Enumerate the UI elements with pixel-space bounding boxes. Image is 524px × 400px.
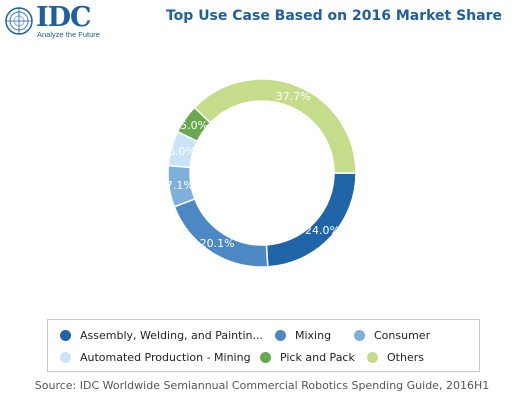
idc-logo-tagline: Analyze the Future	[37, 30, 100, 39]
slice-label-1: 20.1%	[200, 237, 235, 250]
source-note: Source: IDC Worldwide Semiannual Commerc…	[34, 379, 490, 392]
donut-slice-5	[193, 78, 357, 174]
legend-swatch	[354, 330, 365, 341]
legend-item-1: Mixing	[275, 329, 331, 342]
slice-label-4: 5.0%	[180, 119, 208, 132]
donut-slice-0	[265, 172, 357, 268]
chart-legend: Assembly, Welding, and Paintin... Mixing C…	[47, 319, 480, 372]
idc-logo-icon	[5, 7, 33, 35]
legend-label: Pick and Pack	[280, 351, 355, 364]
donut-chart: 24.0% 20.1% 7.1% 6.0% 5.0% 37.7%	[166, 78, 357, 268]
slice-label-3: 6.0%	[168, 145, 196, 158]
idc-logo: IDC Analyze the Future	[4, 2, 114, 44]
chart-title: Top Use Case Based on 2016 Market Share	[165, 8, 502, 24]
donut-slice-1	[173, 197, 269, 268]
legend-swatch	[275, 330, 286, 341]
slice-label-0: 24.0%	[305, 224, 340, 237]
legend-label: Others	[387, 351, 424, 364]
legend-swatch	[60, 330, 71, 341]
legend-swatch	[260, 352, 271, 363]
legend-label: Mixing	[295, 329, 332, 342]
slice-label-5: 37.7%	[276, 90, 311, 103]
legend-item-2: Consumer	[354, 329, 430, 342]
legend-item-3: Automated Production - Mining	[60, 351, 251, 364]
legend-label: Automated Production - Mining	[80, 351, 251, 364]
legend-label: Consumer	[374, 329, 431, 342]
legend-item-0: Assembly, Welding, and Paintin...	[60, 329, 263, 342]
legend-swatch	[60, 352, 71, 363]
legend-swatch	[367, 352, 378, 363]
legend-label: Assembly, Welding, and Paintin...	[80, 329, 263, 342]
legend-item-4: Pick and Pack	[260, 351, 355, 364]
slice-label-2: 7.1%	[166, 179, 194, 192]
idc-logo-text: IDC	[36, 2, 92, 33]
legend-item-5: Others	[367, 351, 424, 364]
